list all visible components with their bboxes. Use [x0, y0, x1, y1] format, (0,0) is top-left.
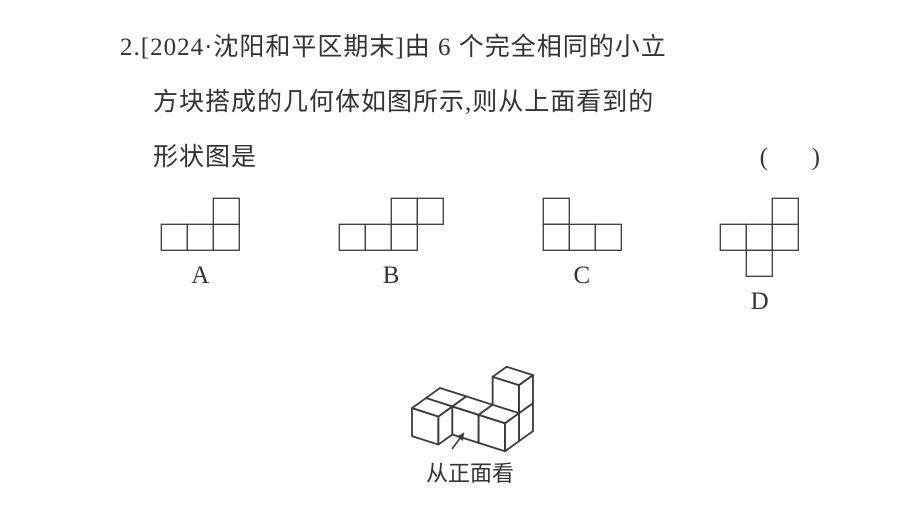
answer-blank: ( ) — [760, 130, 820, 185]
option-D-figure — [719, 197, 800, 278]
option-D-label: D — [751, 288, 769, 316]
question-text: 2.[2024·沈阳和平区期末]由 6 个完全相同的小立 方块搭成的几何体如图所… — [120, 20, 820, 185]
option-C-figure — [542, 197, 623, 252]
option-D: D — [719, 197, 800, 316]
isometric-block: 从正面看 — [360, 321, 580, 488]
isometric-figure — [360, 321, 580, 456]
question-source: [2024·沈阳和平区期末] — [141, 34, 405, 61]
question-line3: 形状图是 — [153, 130, 257, 185]
option-B-figure — [338, 197, 445, 252]
option-A: A — [160, 197, 241, 316]
option-A-figure — [160, 197, 241, 252]
option-C-label: C — [574, 262, 591, 290]
option-B: B — [338, 197, 445, 316]
question-number: 2. — [120, 34, 141, 61]
option-A-label: A — [191, 262, 209, 290]
options-row: A B C D — [120, 197, 820, 316]
question-line1: 由 6 个完全相同的小立 — [405, 34, 667, 61]
option-C: C — [542, 197, 623, 316]
option-B-label: B — [383, 262, 400, 290]
isometric-caption: 从正面看 — [360, 456, 580, 488]
question-line2: 方块搭成的几何体如图所示,则从上面看到的 — [120, 75, 820, 130]
